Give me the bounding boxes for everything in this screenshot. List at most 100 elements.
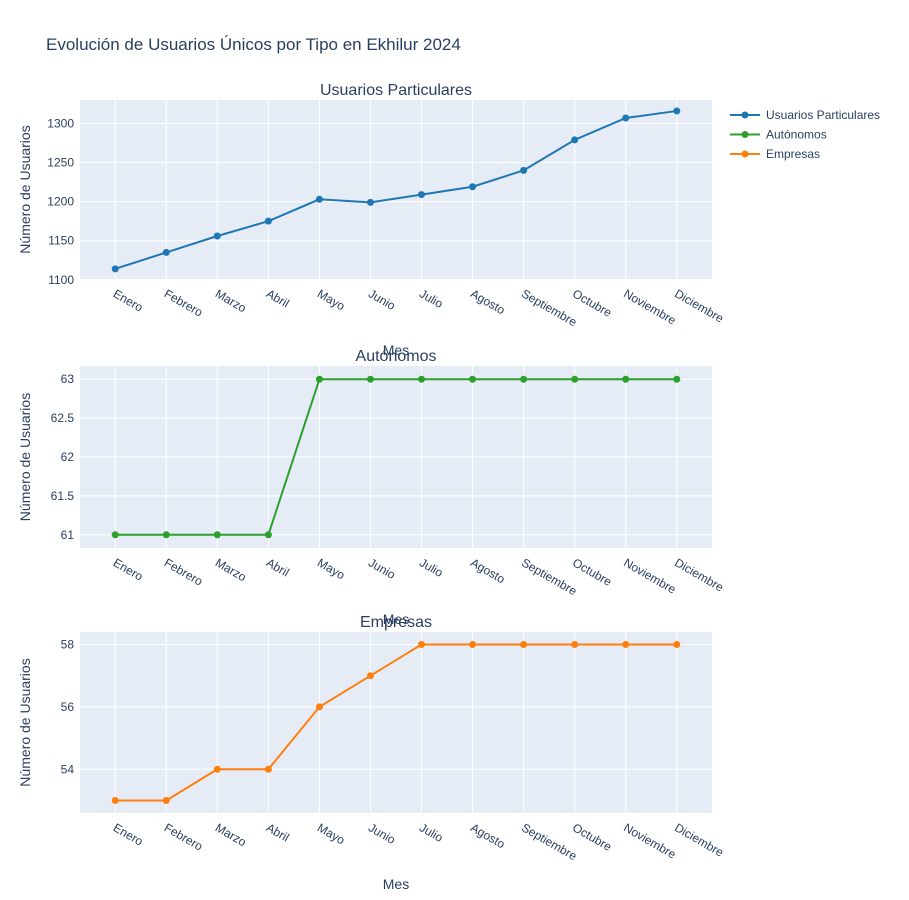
y-tick-label: 63 bbox=[61, 372, 75, 386]
data-point[interactable] bbox=[213, 531, 221, 539]
data-point[interactable] bbox=[162, 797, 170, 805]
legend-label: Usuarios Particulares bbox=[766, 108, 880, 122]
y-tick-label: 1100 bbox=[48, 273, 74, 287]
y-axis-title: Número de Usuarios bbox=[17, 125, 33, 253]
x-tick-label: Junio bbox=[366, 820, 398, 847]
data-point[interactable] bbox=[111, 531, 119, 539]
legend-item-2[interactable]: Autónomos bbox=[730, 128, 827, 142]
data-point[interactable] bbox=[469, 183, 477, 191]
data-point[interactable] bbox=[366, 375, 374, 383]
data-point[interactable] bbox=[571, 640, 579, 648]
data-point[interactable] bbox=[111, 797, 119, 805]
x-tick-label: Marzo bbox=[213, 555, 249, 584]
x-tick-label: Abril bbox=[264, 286, 292, 310]
x-tick-label: Enero bbox=[111, 820, 146, 848]
data-point[interactable] bbox=[673, 640, 681, 648]
y-tick-label: 58 bbox=[61, 637, 75, 651]
data-point[interactable] bbox=[673, 107, 681, 115]
subplot-title: Autónomos bbox=[356, 348, 437, 365]
x-axis-title: Mes bbox=[383, 876, 409, 892]
data-point[interactable] bbox=[520, 166, 528, 174]
x-tick-label: Mayo bbox=[315, 286, 348, 313]
y-tick-label: 61 bbox=[61, 528, 75, 542]
y-tick-label: 56 bbox=[61, 700, 75, 714]
data-point[interactable] bbox=[571, 375, 579, 383]
x-tick-label: Marzo bbox=[213, 286, 249, 315]
data-point[interactable] bbox=[264, 217, 272, 225]
data-point[interactable] bbox=[622, 640, 630, 648]
x-tick-label: Agosto bbox=[468, 555, 508, 586]
x-tick-label: Marzo bbox=[213, 820, 249, 849]
y-tick-label: 62 bbox=[61, 450, 75, 464]
x-tick-label: Febrero bbox=[162, 286, 206, 319]
data-point[interactable] bbox=[315, 195, 323, 203]
data-point[interactable] bbox=[162, 248, 170, 256]
y-tick-label: 1250 bbox=[47, 156, 74, 170]
y-tick-label: 1150 bbox=[48, 234, 74, 248]
x-tick-label: Julio bbox=[417, 820, 446, 845]
data-point[interactable] bbox=[520, 375, 528, 383]
x-tick-label: Mayo bbox=[315, 820, 348, 847]
data-point[interactable] bbox=[366, 672, 374, 680]
data-point[interactable] bbox=[622, 375, 630, 383]
y-tick-label: 62.5 bbox=[51, 411, 75, 425]
legend-marker-swatch bbox=[741, 150, 749, 158]
legend-item-1[interactable]: Usuarios Particulares bbox=[730, 108, 880, 122]
x-tick-label: Mayo bbox=[315, 555, 348, 582]
y-tick-label: 54 bbox=[61, 762, 75, 776]
legend-item-3[interactable]: Empresas bbox=[730, 147, 820, 161]
subplot-title: Usuarios Particulares bbox=[320, 82, 472, 99]
data-point[interactable] bbox=[469, 640, 477, 648]
series-line-2[interactable] bbox=[115, 378, 677, 536]
x-tick-label: Noviembre bbox=[621, 820, 679, 861]
data-point[interactable] bbox=[418, 375, 426, 383]
data-point[interactable] bbox=[213, 232, 221, 240]
x-axis-title: Mes bbox=[383, 611, 409, 627]
legend-label: Autónomos bbox=[766, 128, 827, 142]
x-tick-label: Septiembre bbox=[519, 555, 579, 598]
series-line-1[interactable] bbox=[114, 109, 677, 270]
data-point[interactable] bbox=[571, 136, 579, 144]
legend-marker-swatch bbox=[741, 131, 749, 138]
data-point[interactable] bbox=[264, 765, 272, 773]
x-tick-label: Febrero bbox=[162, 555, 206, 588]
chart-title: Evolución de Usuarios Únicos por Tipo en… bbox=[46, 35, 461, 54]
plot-area[interactable] bbox=[80, 100, 712, 279]
x-tick-label: Enero bbox=[111, 555, 146, 583]
data-point[interactable] bbox=[315, 375, 323, 383]
x-tick-label: Febrero bbox=[162, 820, 206, 853]
data-point[interactable] bbox=[418, 640, 426, 648]
data-point[interactable] bbox=[366, 198, 374, 206]
x-tick-label: Noviembre bbox=[621, 555, 679, 596]
plot-area[interactable] bbox=[80, 632, 712, 813]
subplot-2: 61 61.5 62 62.5 63 Enero Febrero Marzo Abril Mayo… bbox=[17, 348, 726, 627]
subplot-title: Empresas bbox=[360, 614, 432, 631]
x-axis-title: Mes bbox=[383, 342, 409, 358]
series-line-3[interactable] bbox=[115, 643, 677, 802]
legend-marker-swatch bbox=[741, 111, 749, 119]
data-point[interactable] bbox=[111, 265, 119, 273]
y-axis-title: Número de Usuarios bbox=[17, 393, 33, 521]
x-tick-label: Diciembre bbox=[672, 555, 726, 594]
subplot-1: 1100 1150 1200 1250 1300 Enero Febrero Marzo Abr… bbox=[17, 82, 726, 358]
x-tick-label: Septiembre bbox=[519, 820, 579, 863]
y-axis-title: Número de Usuarios bbox=[17, 658, 33, 786]
data-point[interactable] bbox=[264, 531, 272, 539]
data-point[interactable] bbox=[622, 114, 630, 122]
data-point[interactable] bbox=[162, 531, 170, 539]
data-point[interactable] bbox=[520, 640, 528, 648]
data-point[interactable] bbox=[213, 765, 221, 773]
x-tick-label: Julio bbox=[417, 555, 446, 580]
data-point[interactable] bbox=[418, 191, 426, 199]
data-point[interactable] bbox=[315, 703, 323, 711]
x-tick-label: Septiembre bbox=[519, 286, 579, 329]
x-tick-label: Diciembre bbox=[672, 286, 726, 325]
legend[interactable]: Usuarios Particulares Autónomos Empresas bbox=[730, 108, 880, 161]
x-tick-label: Junio bbox=[366, 286, 398, 313]
legend-label: Empresas bbox=[766, 147, 820, 161]
data-point[interactable] bbox=[469, 375, 477, 383]
y-tick-label: 61.5 bbox=[51, 489, 75, 503]
data-point[interactable] bbox=[673, 375, 681, 383]
